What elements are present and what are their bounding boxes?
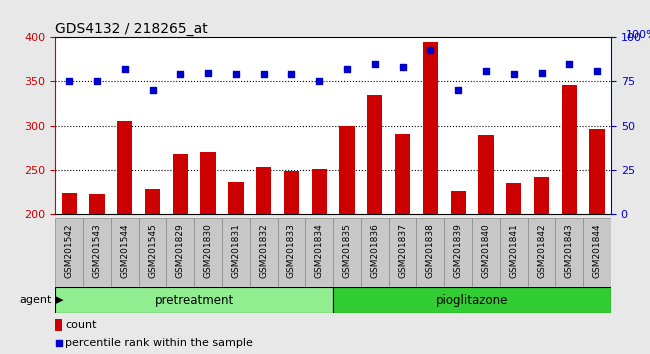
Text: count: count xyxy=(65,320,96,330)
Bar xyxy=(62,193,77,214)
Text: GSM201836: GSM201836 xyxy=(370,223,380,278)
Point xyxy=(120,66,130,72)
Text: GSM201831: GSM201831 xyxy=(231,223,240,278)
Bar xyxy=(445,218,472,287)
Text: percentile rank within the sample: percentile rank within the sample xyxy=(65,338,253,348)
Bar xyxy=(333,287,611,313)
Point xyxy=(592,68,603,74)
Point xyxy=(286,72,296,77)
Text: GSM201542: GSM201542 xyxy=(64,223,73,278)
Point xyxy=(508,72,519,77)
Bar xyxy=(173,154,188,214)
Bar xyxy=(417,218,445,287)
Bar xyxy=(138,218,166,287)
Text: pioglitazone: pioglitazone xyxy=(436,293,508,307)
Bar xyxy=(450,191,466,214)
Text: GSM201830: GSM201830 xyxy=(203,223,213,278)
Text: GSM201833: GSM201833 xyxy=(287,223,296,278)
Point xyxy=(203,70,213,75)
Bar xyxy=(55,287,333,313)
Point xyxy=(536,70,547,75)
Text: GSM201543: GSM201543 xyxy=(92,223,101,278)
Bar xyxy=(111,218,138,287)
Text: GSM201832: GSM201832 xyxy=(259,223,268,278)
Bar xyxy=(83,218,111,287)
Bar xyxy=(361,218,389,287)
Text: ▶: ▶ xyxy=(55,295,63,305)
Bar xyxy=(284,171,299,214)
Text: GSM201844: GSM201844 xyxy=(593,223,602,278)
Text: GDS4132 / 218265_at: GDS4132 / 218265_at xyxy=(55,22,207,36)
Text: GSM201838: GSM201838 xyxy=(426,223,435,278)
Text: GSM201840: GSM201840 xyxy=(482,223,491,278)
Text: GSM201839: GSM201839 xyxy=(454,223,463,278)
Point xyxy=(175,72,185,77)
Bar xyxy=(55,218,83,287)
Point xyxy=(92,79,102,84)
Point xyxy=(425,47,436,52)
Bar xyxy=(422,42,438,214)
Bar xyxy=(256,167,271,214)
Bar xyxy=(311,169,327,214)
Bar xyxy=(555,218,583,287)
Point xyxy=(397,64,408,70)
Bar xyxy=(389,218,417,287)
Point xyxy=(564,61,575,67)
Text: agent: agent xyxy=(20,295,52,305)
Text: GSM201545: GSM201545 xyxy=(148,223,157,278)
Bar xyxy=(367,95,382,214)
Text: GSM201841: GSM201841 xyxy=(509,223,518,278)
Bar xyxy=(562,85,577,214)
Bar xyxy=(506,183,521,214)
Bar xyxy=(228,182,244,214)
Bar xyxy=(333,218,361,287)
Point xyxy=(453,87,463,93)
Text: GSM201843: GSM201843 xyxy=(565,223,574,278)
Point xyxy=(219,259,229,265)
Bar xyxy=(117,121,133,214)
Bar xyxy=(145,189,160,214)
Bar xyxy=(339,126,355,214)
Text: GSM201835: GSM201835 xyxy=(343,223,352,278)
Text: pretreatment: pretreatment xyxy=(155,293,234,307)
Point xyxy=(64,79,74,84)
Bar xyxy=(222,218,250,287)
Bar xyxy=(250,218,278,287)
Bar xyxy=(200,152,216,214)
Bar xyxy=(306,218,333,287)
Y-axis label: 100%: 100% xyxy=(626,30,650,40)
Point xyxy=(148,87,158,93)
Bar xyxy=(478,135,493,214)
Text: GSM201829: GSM201829 xyxy=(176,223,185,278)
Point xyxy=(314,79,324,84)
Bar xyxy=(55,319,62,331)
Point xyxy=(231,72,241,77)
Bar xyxy=(194,218,222,287)
Bar xyxy=(278,218,306,287)
Text: GSM201837: GSM201837 xyxy=(398,223,407,278)
Point xyxy=(259,72,269,77)
Bar xyxy=(583,218,611,287)
Point xyxy=(481,68,491,74)
Bar xyxy=(590,129,605,214)
Bar xyxy=(500,218,528,287)
Text: GSM201834: GSM201834 xyxy=(315,223,324,278)
Bar xyxy=(472,218,500,287)
Bar xyxy=(166,218,194,287)
Point xyxy=(370,61,380,67)
Text: GSM201842: GSM201842 xyxy=(537,223,546,278)
Bar xyxy=(395,133,410,214)
Bar xyxy=(89,194,105,214)
Point xyxy=(342,66,352,72)
Bar xyxy=(528,218,556,287)
Text: GSM201544: GSM201544 xyxy=(120,223,129,278)
Bar xyxy=(534,177,549,214)
